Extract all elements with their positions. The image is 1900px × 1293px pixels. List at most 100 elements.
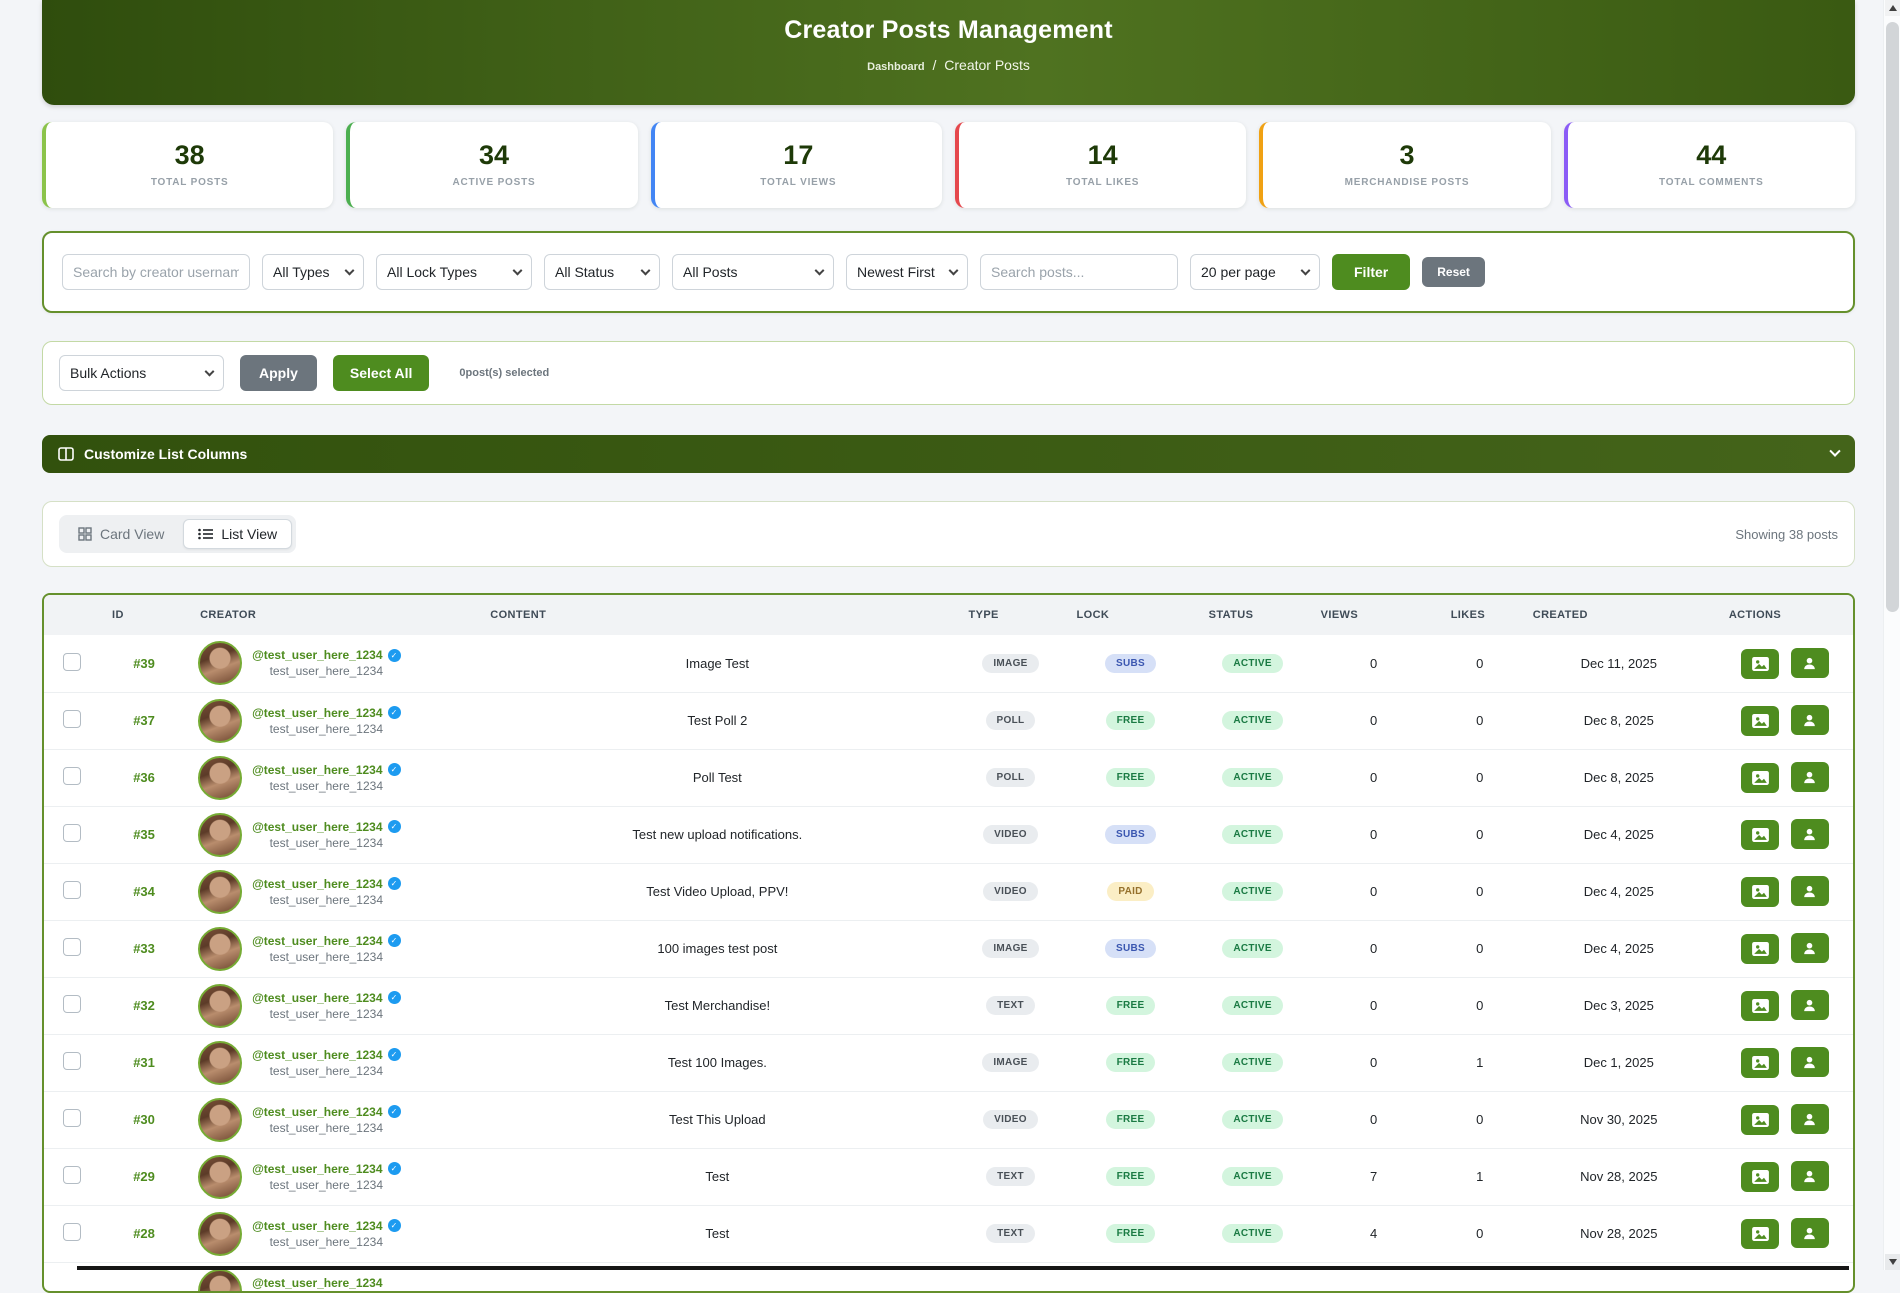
creator-handle-link[interactable]: @test_user_here_1234 xyxy=(252,1275,383,1290)
view-creator-button[interactable] xyxy=(1790,762,1829,793)
creator-handle-link[interactable]: @test_user_here_1234 xyxy=(252,876,383,891)
list-view-button[interactable]: List View xyxy=(183,519,293,549)
row-checkbox[interactable] xyxy=(63,710,81,728)
type-badge: IMAGE xyxy=(982,1053,1039,1072)
view-media-button[interactable] xyxy=(1741,1047,1780,1078)
creator-handle-link[interactable]: @test_user_here_1234 xyxy=(252,648,383,663)
card-view-button[interactable]: Card View xyxy=(63,519,179,549)
bulk-actions-select[interactable]: Bulk Actions xyxy=(59,355,224,391)
row-checkbox[interactable] xyxy=(63,652,81,671)
avatar[interactable] xyxy=(198,1154,243,1199)
status-filter-select[interactable]: All Status xyxy=(544,254,660,290)
view-media-button[interactable] xyxy=(1741,762,1780,793)
avatar[interactable] xyxy=(198,926,243,971)
creator-search-input[interactable] xyxy=(62,254,250,290)
row-checkbox[interactable] xyxy=(63,1109,81,1127)
per-page-select[interactable]: 20 per page xyxy=(1190,254,1320,290)
view-creator-button[interactable] xyxy=(1790,1161,1829,1192)
view-media-button[interactable] xyxy=(1741,1104,1780,1135)
view-media-button[interactable] xyxy=(1741,876,1780,907)
avatar[interactable] xyxy=(198,1040,243,1085)
col-header-likes: LIKES xyxy=(1438,595,1521,635)
creator-handle-link[interactable]: @test_user_here_1234 xyxy=(252,990,383,1005)
sort-select[interactable]: Newest First xyxy=(846,254,968,290)
avatar[interactable] xyxy=(198,1211,243,1256)
scroll-up-icon xyxy=(1888,5,1897,11)
view-creator-button[interactable] xyxy=(1790,648,1829,678)
table-row: #33 @test_user_here_1234 ✓ test_user_her… xyxy=(44,920,1853,978)
row-checkbox[interactable] xyxy=(63,1052,81,1070)
views-count: 4 xyxy=(1308,1205,1439,1263)
view-creator-button[interactable] xyxy=(1790,705,1829,736)
avatar[interactable] xyxy=(198,1097,243,1142)
view-creator-button[interactable] xyxy=(1790,1104,1829,1135)
created-date: Dec 4, 2025 xyxy=(1520,863,1717,921)
posts-table-panel: ID CREATOR CONTENT TYPE LOCK STATUS VIEW… xyxy=(42,593,1855,1293)
avatar[interactable] xyxy=(198,1268,243,1291)
view-creator-button[interactable] xyxy=(1790,1047,1829,1078)
created-date: Dec 11, 2025 xyxy=(1520,635,1717,693)
filter-button[interactable]: Filter xyxy=(1332,254,1411,290)
apply-button[interactable]: Apply xyxy=(240,355,317,391)
view-creator-button[interactable] xyxy=(1790,933,1829,964)
post-content: Test This Upload xyxy=(478,1091,957,1149)
views-count: 0 xyxy=(1308,749,1439,807)
avatar[interactable] xyxy=(198,869,243,914)
creator-handle-link[interactable]: @test_user_here_1234 xyxy=(252,705,383,720)
col-header-creator: CREATOR xyxy=(188,595,479,635)
row-checkbox[interactable] xyxy=(63,1223,81,1241)
row-checkbox[interactable] xyxy=(63,824,81,842)
row-checkbox[interactable] xyxy=(63,767,81,785)
creator-handle-link[interactable]: @test_user_here_1234 xyxy=(252,1104,383,1119)
created-date: Nov 30, 2025 xyxy=(1520,1091,1717,1149)
type-filter-select[interactable]: All Types xyxy=(262,254,364,290)
avatar[interactable] xyxy=(198,755,243,800)
scroll-up-button[interactable] xyxy=(1885,0,1900,16)
creator-username: test_user_here_1234 xyxy=(269,1177,383,1192)
view-media-button[interactable] xyxy=(1741,990,1780,1021)
verified-icon: ✓ xyxy=(387,877,401,890)
select-all-button[interactable]: Select All xyxy=(332,355,430,391)
lock-type-filter-select[interactable]: All Lock Types xyxy=(376,254,532,290)
creator-handle-link[interactable]: @test_user_here_1234 xyxy=(252,762,383,777)
view-creator-button[interactable] xyxy=(1790,819,1829,850)
page-scrollbar[interactable] xyxy=(1883,0,1900,1270)
scroll-down-button[interactable] xyxy=(1885,1254,1900,1270)
status-badge: ACTIVE xyxy=(1222,1053,1283,1072)
col-header-id: ID xyxy=(100,595,189,635)
view-media-button[interactable] xyxy=(1741,648,1780,679)
avatar[interactable] xyxy=(198,812,243,857)
row-checkbox[interactable] xyxy=(63,938,81,956)
reset-button[interactable]: Reset xyxy=(1422,257,1485,287)
view-media-button[interactable] xyxy=(1741,1218,1780,1249)
posts-filter-select[interactable]: All Posts xyxy=(672,254,834,290)
creator-handle-link[interactable]: @test_user_here_1234 xyxy=(252,1218,383,1233)
breadcrumb-current: Creator Posts xyxy=(944,57,1030,73)
avatar[interactable] xyxy=(198,641,243,686)
row-checkbox[interactable] xyxy=(63,881,81,899)
views-count: 0 xyxy=(1308,692,1439,750)
view-media-button[interactable] xyxy=(1741,933,1780,964)
creator-handle-link[interactable]: @test_user_here_1234 xyxy=(252,1161,383,1176)
view-media-button[interactable] xyxy=(1741,1161,1780,1192)
view-creator-button[interactable] xyxy=(1790,1218,1829,1249)
view-creator-button[interactable] xyxy=(1790,990,1829,1021)
breadcrumb-dashboard-link[interactable]: Dashboard xyxy=(867,61,925,73)
person-icon xyxy=(1804,999,1816,1011)
view-creator-button[interactable] xyxy=(1790,876,1829,907)
customize-columns-bar[interactable]: Customize List Columns xyxy=(42,435,1855,473)
scrollbar-thumb[interactable] xyxy=(1886,22,1899,612)
posts-search-input[interactable] xyxy=(980,254,1178,290)
row-checkbox[interactable] xyxy=(63,1166,81,1184)
post-id: #30 xyxy=(100,1091,189,1149)
view-media-button[interactable] xyxy=(1741,819,1780,850)
avatar[interactable] xyxy=(198,698,243,743)
row-checkbox[interactable] xyxy=(63,995,81,1013)
creator-handle-link[interactable]: @test_user_here_1234 xyxy=(252,819,383,834)
avatar[interactable] xyxy=(198,983,243,1028)
creator-handle-link[interactable]: @test_user_here_1234 xyxy=(252,933,383,948)
creator-handle-link[interactable]: @test_user_here_1234 xyxy=(252,1047,383,1062)
table-row: #36 @test_user_here_1234 ✓ test_user_her… xyxy=(44,749,1853,807)
view-media-button[interactable] xyxy=(1741,705,1780,736)
stat-card-active-posts: 34 ACTIVE POSTS xyxy=(346,122,638,208)
